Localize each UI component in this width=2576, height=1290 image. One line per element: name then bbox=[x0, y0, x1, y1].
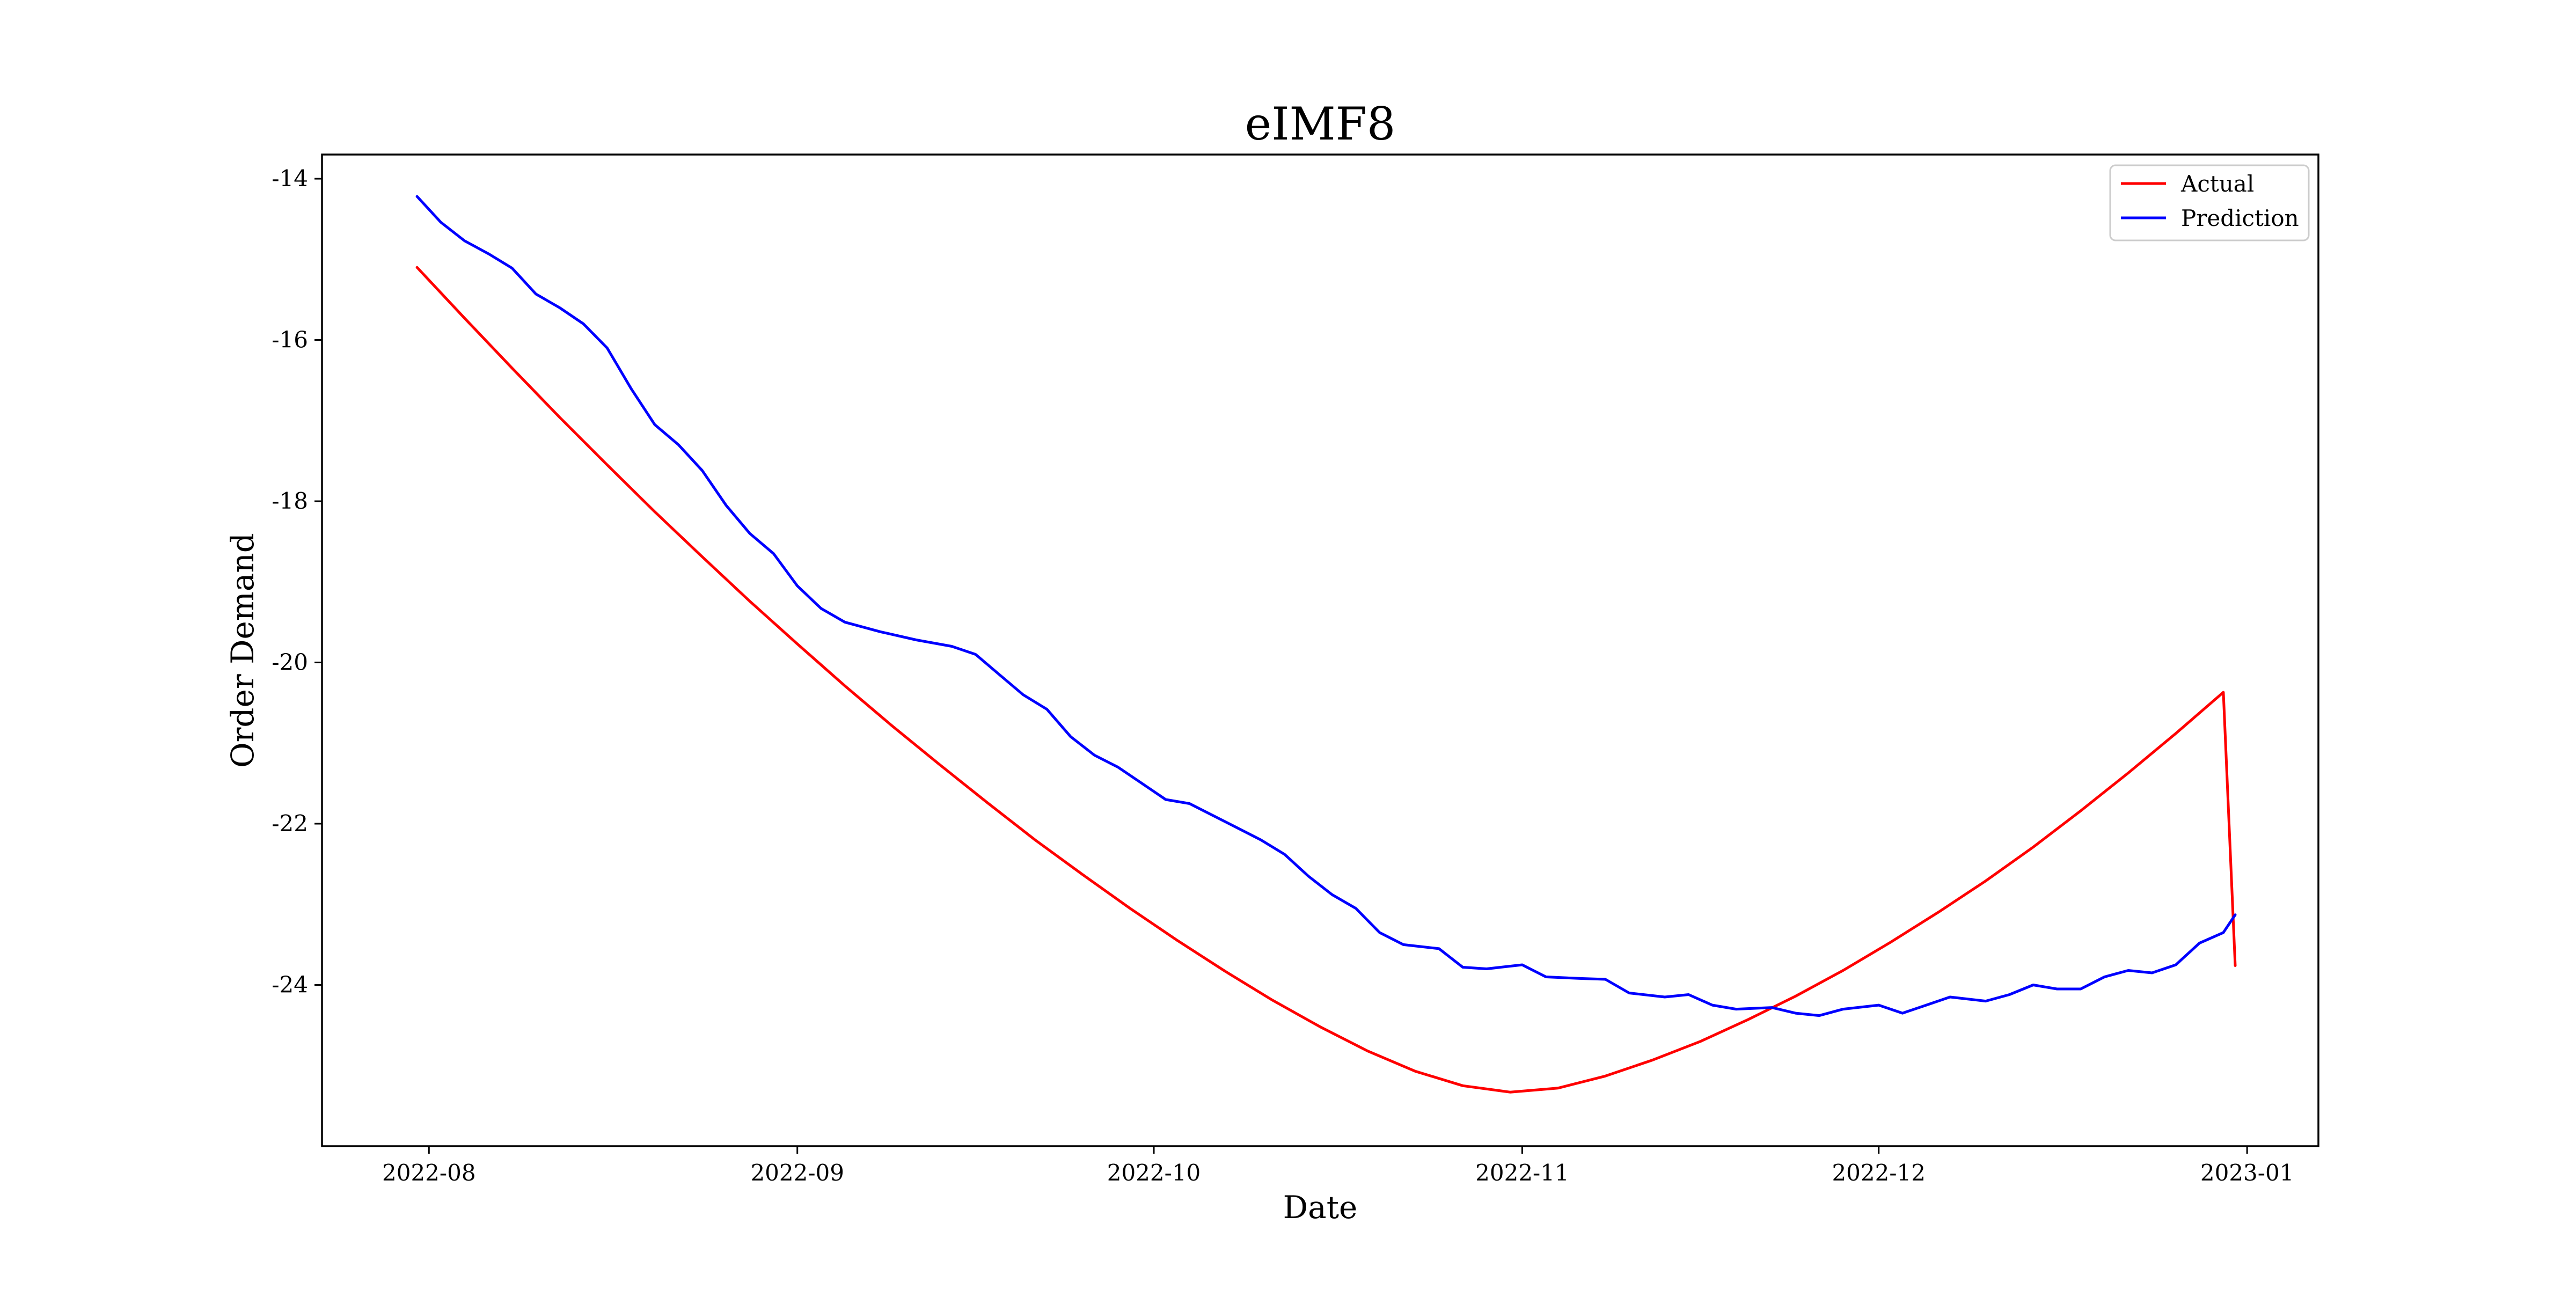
y-axis: -14 -16 -18 -20 -22 -24 bbox=[272, 165, 322, 998]
x-tick-label: 2022-12 bbox=[1832, 1160, 1926, 1186]
axes-frame bbox=[321, 153, 2319, 1147]
x-tick-label: 2022-11 bbox=[1475, 1160, 1569, 1186]
y-tick-label: -22 bbox=[272, 810, 308, 837]
legend-label-prediction: Prediction bbox=[2181, 205, 2299, 231]
series-line-prediction bbox=[415, 195, 2237, 1017]
x-tick-label: 2022-08 bbox=[382, 1160, 476, 1186]
x-tick-label: 2022-09 bbox=[750, 1160, 844, 1186]
chart-title: eIMF8 bbox=[1245, 98, 1396, 150]
y-tick-label: -20 bbox=[272, 649, 308, 676]
legend-label-actual: Actual bbox=[2180, 171, 2254, 197]
series-line-actual bbox=[415, 266, 2237, 1094]
x-axis: 2022-08 2022-09 2022-10 2022-11 2022-12 2023-… bbox=[382, 1146, 2294, 1186]
x-axis-label: Date bbox=[1283, 1189, 1358, 1226]
y-tick-label: -14 bbox=[272, 165, 308, 192]
y-tick-label: -18 bbox=[272, 488, 308, 514]
x-tick-label: 2023-01 bbox=[2200, 1160, 2294, 1186]
y-tick-label: -16 bbox=[272, 327, 308, 353]
plot-area bbox=[415, 195, 2237, 1094]
x-tick-label: 2022-10 bbox=[1107, 1160, 1201, 1186]
y-tick-label: -24 bbox=[272, 972, 308, 998]
y-axis-label: Order Demand bbox=[224, 533, 261, 768]
legend: Actual Prediction bbox=[2109, 164, 2310, 241]
